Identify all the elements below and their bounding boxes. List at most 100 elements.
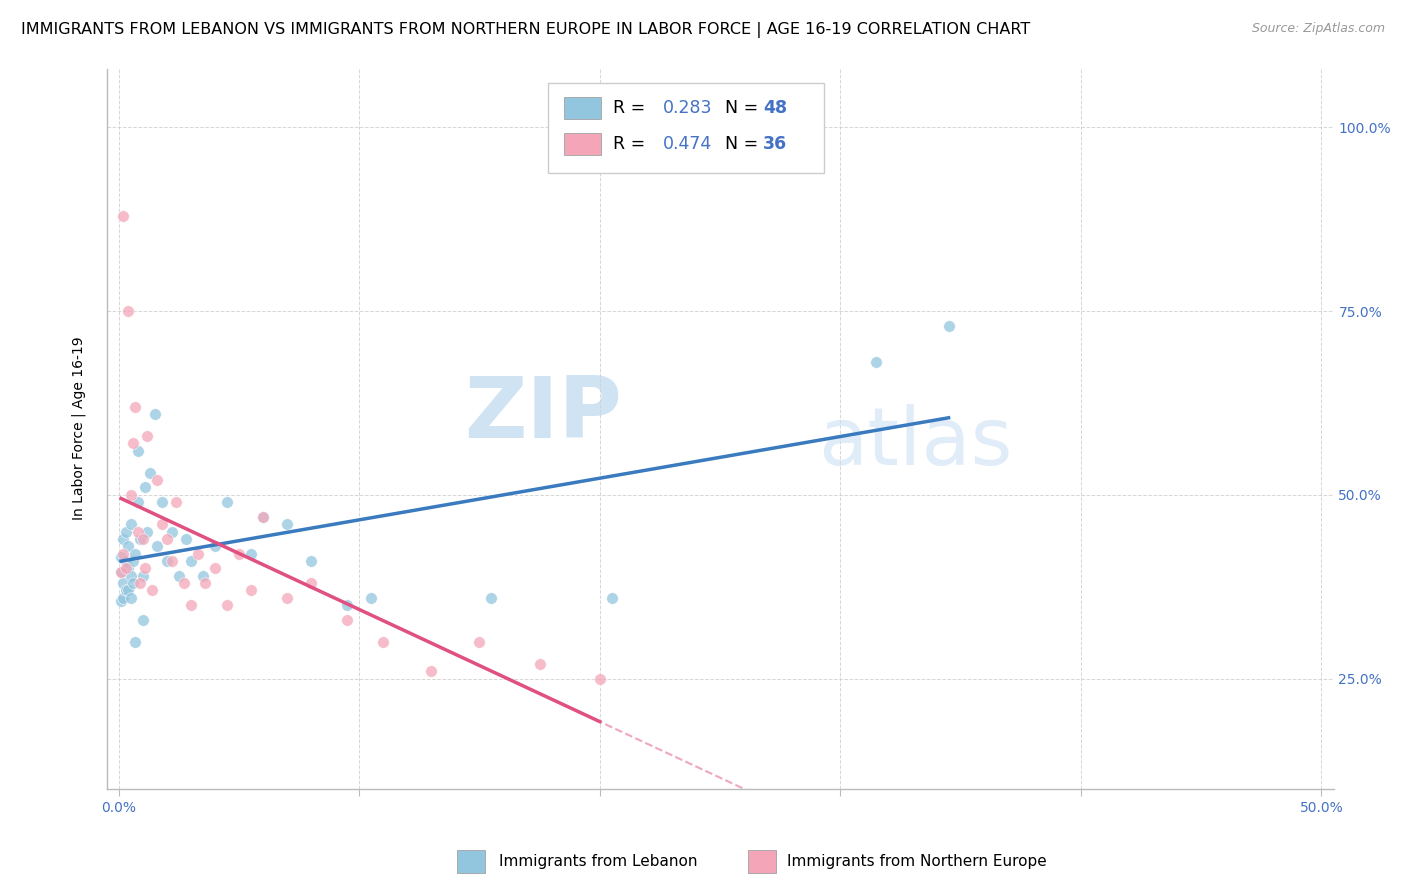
Point (110, 565, 132, 579)
Point (134, 561, 156, 575)
Point (114, 561, 136, 575)
Text: Source: ZipAtlas.com: Source: ZipAtlas.com (1251, 22, 1385, 36)
Point (865, 355, 887, 369)
Text: 48: 48 (763, 99, 787, 117)
Point (122, 576, 145, 591)
Text: N =: N = (714, 136, 763, 153)
Point (129, 532, 152, 546)
Point (156, 554, 179, 568)
Point (174, 532, 197, 546)
FancyBboxPatch shape (564, 97, 600, 119)
Point (141, 583, 163, 598)
Point (373, 634, 395, 648)
Point (165, 495, 187, 509)
Point (173, 576, 195, 591)
Point (589, 672, 612, 686)
Y-axis label: In Labor Force | Age 16-19: In Labor Force | Age 16-19 (72, 337, 86, 520)
Point (112, 532, 135, 546)
Point (134, 480, 156, 494)
Point (252, 509, 274, 524)
Point (112, 576, 135, 591)
Point (529, 657, 551, 671)
Point (146, 473, 169, 487)
Point (228, 547, 250, 561)
Text: R =: R = (613, 99, 651, 117)
Point (112, 547, 135, 561)
Point (124, 634, 146, 648)
Point (110, 594, 132, 608)
Point (110, 550, 132, 565)
Point (131, 532, 153, 546)
Point (160, 524, 183, 539)
Point (112, 209, 135, 223)
Point (160, 554, 183, 568)
Text: 0.474: 0.474 (662, 136, 711, 153)
Text: IMMIGRANTS FROM LEBANON VS IMMIGRANTS FROM NORTHERN EUROPE IN LABOR FORCE | AGE : IMMIGRANTS FROM LEBANON VS IMMIGRANTS FR… (21, 22, 1031, 38)
Point (143, 407, 166, 421)
Text: 36: 36 (763, 136, 787, 153)
Point (180, 554, 202, 568)
Point (336, 613, 359, 627)
Point (122, 554, 145, 568)
Point (131, 613, 153, 627)
Point (127, 495, 149, 509)
Point (136, 429, 159, 443)
Point (299, 576, 322, 591)
Point (299, 554, 322, 568)
Point (124, 400, 146, 414)
Point (117, 539, 139, 553)
Point (336, 598, 359, 612)
Point (110, 565, 132, 579)
Point (114, 524, 136, 539)
Point (239, 583, 262, 598)
Point (938, 318, 960, 333)
Point (150, 495, 173, 509)
Point (204, 539, 226, 553)
Text: 0.283: 0.283 (662, 99, 711, 117)
Point (600, 591, 623, 605)
Text: atlas: atlas (818, 404, 1012, 482)
Point (150, 517, 173, 532)
Text: R =: R = (613, 136, 651, 153)
FancyBboxPatch shape (564, 133, 600, 155)
Point (139, 466, 162, 480)
Point (127, 443, 149, 458)
Point (120, 568, 142, 582)
Point (420, 664, 443, 678)
Point (468, 634, 491, 648)
Point (215, 598, 238, 612)
Point (187, 547, 209, 561)
Point (481, 591, 503, 605)
Point (120, 517, 142, 532)
FancyBboxPatch shape (548, 83, 824, 173)
Point (215, 495, 238, 509)
Point (117, 304, 139, 318)
Point (114, 583, 136, 598)
Point (276, 591, 298, 605)
Point (117, 561, 139, 575)
Point (127, 524, 149, 539)
Point (129, 576, 152, 591)
Text: Immigrants from Northern Europe: Immigrants from Northern Europe (787, 855, 1047, 869)
Point (239, 547, 262, 561)
Point (120, 488, 142, 502)
Point (180, 598, 202, 612)
Point (114, 554, 136, 568)
Point (120, 591, 142, 605)
Text: ZIP: ZIP (464, 373, 621, 456)
Point (122, 436, 145, 450)
Text: N =: N = (714, 99, 763, 117)
Point (112, 591, 135, 605)
Point (360, 591, 382, 605)
Point (252, 509, 274, 524)
Point (276, 517, 298, 532)
Point (191, 568, 214, 582)
Point (156, 532, 179, 546)
Point (167, 568, 190, 582)
Point (117, 583, 139, 598)
Point (131, 568, 153, 582)
Point (146, 539, 169, 553)
Point (124, 547, 146, 561)
Point (194, 576, 217, 591)
Text: Immigrants from Lebanon: Immigrants from Lebanon (499, 855, 697, 869)
